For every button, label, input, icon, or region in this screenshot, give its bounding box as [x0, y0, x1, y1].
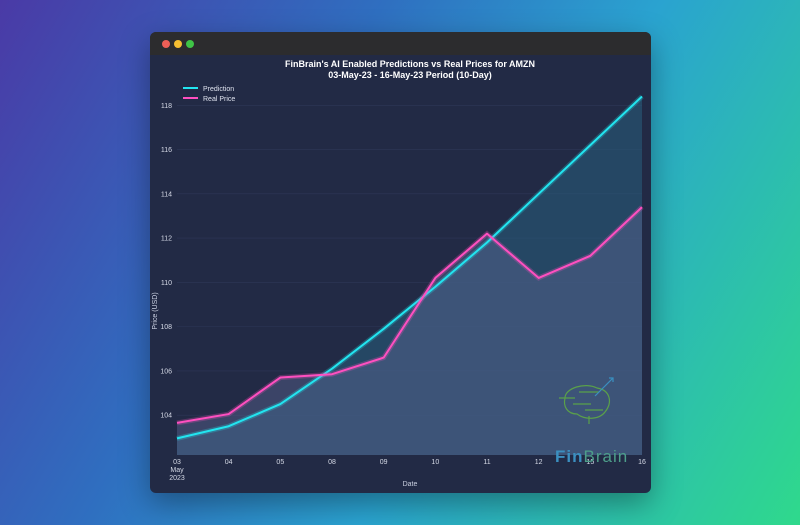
brain-circuit-icon [559, 377, 614, 424]
maximize-button[interactable] [186, 40, 194, 48]
line-real-price [176, 206, 643, 424]
area-real-price [177, 207, 642, 455]
y-tick-label: 106 [160, 368, 172, 375]
line-prediction [176, 95, 643, 440]
legend-real-label: Real Price [203, 96, 235, 103]
y-tick-label: 112 [161, 236, 172, 243]
x-tick-label: 09 [380, 459, 388, 466]
legend: Prediction Real Price [183, 86, 235, 103]
x-tick-label: 16 [638, 459, 646, 466]
x-tick-label: 04 [225, 459, 233, 466]
close-button[interactable] [162, 40, 170, 48]
x-axis-label: Date [403, 481, 418, 488]
price-chart: FinBrain's AI Enabled Predictions vs Rea… [152, 59, 646, 488]
area-prediction [177, 96, 642, 456]
x-tick-label: 10 [431, 459, 439, 466]
x-tick-sublabel: 2023 [169, 475, 185, 482]
y-tick-label: 108 [160, 324, 172, 331]
y-tick-label: 104 [160, 413, 172, 420]
chart-subtitle: 03-May-23 - 16-May-23 Period (10-Day) [328, 70, 492, 80]
finbrain-logo: FinBrain [555, 377, 628, 466]
x-tick-label: 03 [173, 459, 181, 466]
x-tick-sublabel: May [170, 467, 184, 474]
legend-prediction-label: Prediction [203, 86, 234, 93]
y-tick-label: 118 [161, 103, 172, 110]
x-tick-label: 15 [586, 459, 594, 466]
y-tick-label: 114 [161, 191, 172, 198]
y-axis-label: Price (USD) [152, 292, 159, 329]
finbrain-logo-text: FinBrain [555, 447, 628, 466]
minimize-button[interactable] [174, 40, 182, 48]
x-tick-label: 12 [535, 459, 543, 466]
x-tick-label: 11 [483, 459, 490, 466]
chart-window: FinBrain's AI Enabled Predictions vs Rea… [150, 32, 651, 493]
y-tick-label: 110 [161, 280, 172, 287]
y-tick-label: 116 [161, 147, 172, 154]
x-tick-label: 08 [328, 459, 336, 466]
title-bar [150, 32, 651, 55]
chart-title: FinBrain's AI Enabled Predictions vs Rea… [285, 59, 535, 69]
x-tick-label: 05 [276, 459, 284, 466]
